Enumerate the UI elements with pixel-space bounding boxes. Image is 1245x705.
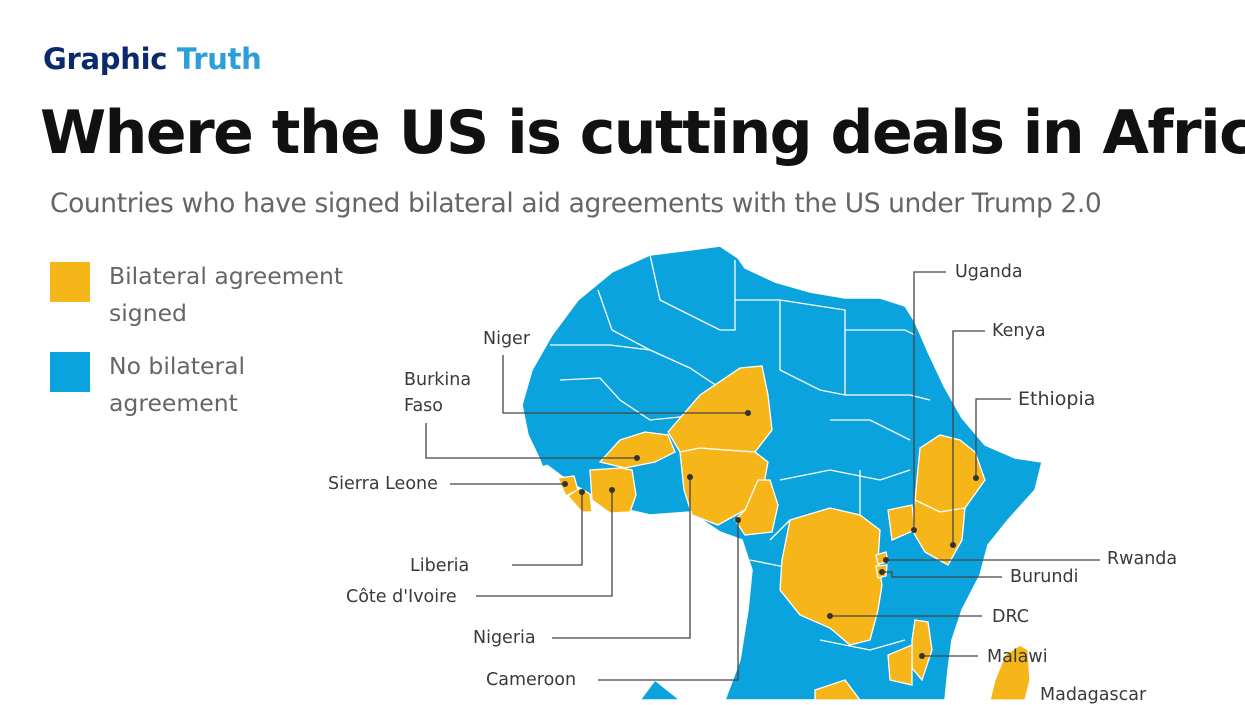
label-kenya: Kenya	[992, 321, 1046, 341]
country-liberia	[567, 487, 593, 513]
africa-landmass	[521, 245, 1043, 700]
brand-graphic: Graphic	[43, 42, 168, 76]
label-madagascar: Madagascar	[1040, 685, 1147, 705]
label-rwanda: Rwanda	[1107, 549, 1178, 569]
country-kenya	[911, 499, 966, 566]
label-drc: DRC	[992, 607, 1029, 627]
country-borders	[550, 254, 931, 651]
label-liberia: Liberia	[410, 556, 470, 576]
label-niger: Niger	[483, 329, 531, 349]
country-drc	[779, 507, 883, 646]
label-cameroon: Cameroon	[486, 670, 577, 690]
label-ethiopia: Ethiopia	[1018, 388, 1096, 410]
label-malawi: Malawi	[987, 647, 1048, 667]
legend-label-signed: Bilateral agreement signed	[109, 262, 344, 327]
label-burkina-faso: Burkina Faso	[404, 370, 472, 416]
country-southern-signed	[814, 679, 861, 700]
brand-logo: Graphic Truth	[43, 42, 262, 76]
country-malawi	[911, 619, 933, 682]
leader-dots	[562, 410, 979, 659]
legend-item-signed: Bilateral agreement signed	[50, 258, 369, 332]
leader-lines	[425, 271, 1100, 681]
label-sierra-leone: Sierra Leone	[328, 474, 438, 494]
legend-item-not-signed: No bilateral agreement	[50, 348, 369, 422]
country-malawi-region	[887, 644, 913, 686]
legend-label-not-signed: No bilateral agreement	[109, 352, 246, 417]
label-nigeria: Nigeria	[473, 628, 536, 648]
label-burundi: Burundi	[1010, 567, 1079, 587]
country-madagascar	[989, 644, 1031, 700]
label-cote-divoire: Côte d'Ivoire	[346, 587, 457, 607]
headline: Where the US is cutting deals in Africa	[40, 98, 1245, 168]
label-uganda: Uganda	[955, 262, 1023, 282]
legend-swatch-signed	[50, 262, 90, 302]
country-burkina-faso	[598, 431, 676, 469]
brand-truth: Truth	[176, 42, 262, 76]
legend-swatch-not-signed	[50, 352, 90, 392]
subtitle: Countries who have signed bilateral aid …	[50, 188, 1102, 219]
